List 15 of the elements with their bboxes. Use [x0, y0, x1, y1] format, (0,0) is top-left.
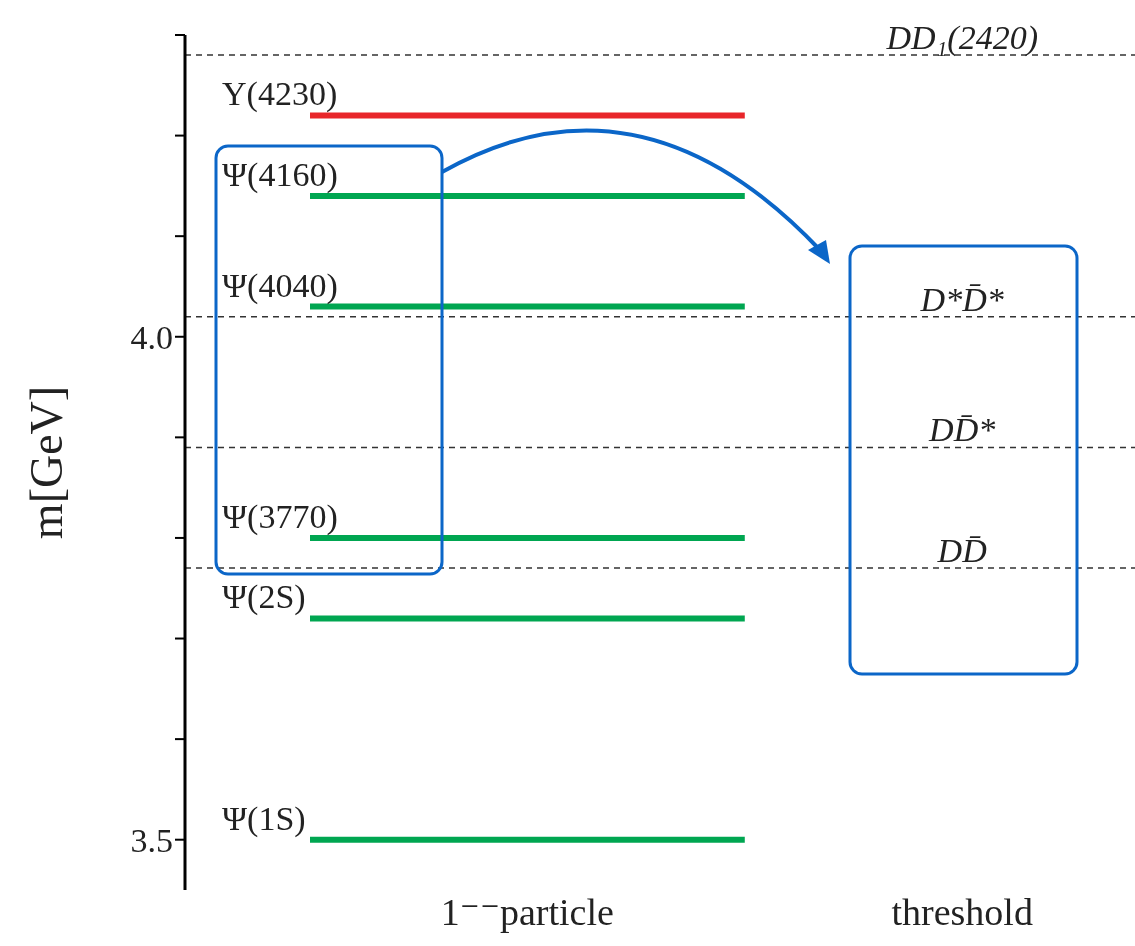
ref-line-label: DD̄	[936, 532, 988, 570]
x-tick-label: 1⁻⁻particle	[440, 890, 614, 933]
series-label: Ψ(2S)	[222, 578, 306, 617]
series-label: Ψ(3770)	[222, 497, 338, 536]
ref-line-label: DD̄*	[928, 411, 996, 449]
series-label: Ψ(4160)	[222, 155, 338, 194]
y-tick-label: 4.0	[130, 318, 173, 356]
series-label: Ψ(4040)	[222, 266, 338, 305]
series-label: Y(4230)	[222, 75, 338, 114]
ref-line-label: D*D̄*	[919, 280, 1004, 318]
series-label: Ψ(1S)	[222, 799, 306, 838]
y-tick-label: 3.5	[130, 821, 173, 859]
y-axis-title: m[GeV]	[21, 385, 72, 540]
ref-line-label: DD₁(2420)	[885, 19, 1038, 58]
x-tick-label: threshold	[891, 890, 1033, 933]
